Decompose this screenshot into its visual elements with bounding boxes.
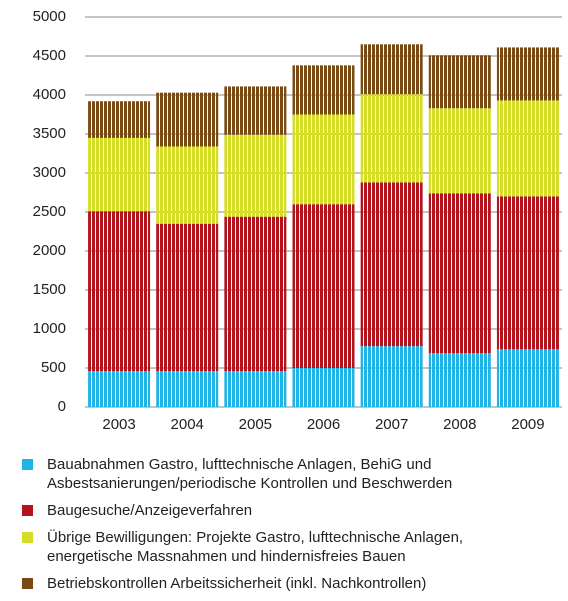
legend-swatch (22, 505, 33, 516)
legend-label: Übrige Bewilligungen: Projekte Gastro, l… (47, 529, 464, 565)
legend-swatch (22, 578, 33, 589)
y-tick-label: 500 (41, 359, 66, 376)
bar-segment (292, 114, 355, 205)
legend-label: Bauabnahmen Gastro, lufttechnische Anlag… (47, 456, 453, 492)
y-tick-label: 1000 (33, 320, 66, 337)
bar-segment (292, 65, 355, 115)
bar-segment (224, 216, 287, 372)
x-tick-label: 2006 (307, 416, 340, 433)
bar-segment (156, 146, 219, 224)
y-tick-label: 2500 (33, 203, 66, 220)
bar-segment (156, 92, 219, 147)
bar-segment (88, 137, 151, 212)
legend-item: Bauabnahmen Gastro, lufttechnische Anlag… (22, 455, 552, 493)
bar-segment (224, 134, 287, 217)
y-tick-label: 3000 (33, 164, 66, 181)
y-tick-label: 2000 (33, 242, 66, 259)
bar-segment (360, 346, 423, 407)
bar-segment (292, 368, 355, 407)
legend-item: Betriebskontrollen Arbeitssicherheit (in… (22, 574, 552, 593)
legend-swatch (22, 459, 33, 470)
bar-segment (428, 193, 491, 354)
y-tick-label: 3500 (33, 125, 66, 142)
bar-segment (88, 211, 151, 372)
legend-item: Übrige Bewilligungen: Projekte Gastro, l… (22, 528, 552, 566)
bar-segment (496, 196, 559, 350)
bar-segment (224, 86, 287, 135)
legend: Bauabnahmen Gastro, lufttechnische Anlag… (22, 455, 552, 601)
chart: 0 500 1000 1500 2000 2500 3000 3500 4000 4500 5000… (33, 8, 562, 433)
bar-segment (360, 44, 423, 95)
bar-segment (292, 204, 355, 368)
x-tick-label: 2008 (443, 416, 476, 433)
y-tick-label: 4000 (33, 86, 66, 103)
bar-segment (360, 182, 423, 347)
x-tick-label: 2005 (239, 416, 272, 433)
bar-segment (88, 371, 151, 407)
y-tick-label: 1500 (33, 281, 66, 298)
bar-segment (496, 100, 559, 197)
bar-segment (496, 349, 559, 407)
x-tick-label: 2009 (511, 416, 544, 433)
bar-segment (360, 94, 423, 183)
legend-swatch (22, 532, 33, 543)
bar-segment (428, 108, 491, 194)
bar-segment (156, 371, 219, 407)
y-tick-label: 5000 (33, 8, 66, 25)
bar-segment (496, 47, 559, 101)
y-tick-label: 4500 (33, 47, 66, 64)
y-tick-label: 0 (58, 398, 66, 415)
legend-label: Betriebskontrollen Arbeitssicherheit (in… (47, 575, 427, 592)
x-tick-label: 2004 (171, 416, 204, 433)
bar-segment (88, 101, 151, 138)
bar-segment (428, 55, 491, 109)
legend-item: Baugesuche/Anzeigeverfahren (22, 501, 552, 520)
bar-segment (224, 371, 287, 407)
x-tick-label: 2003 (102, 416, 135, 433)
x-tick-label: 2007 (375, 416, 408, 433)
bar-segment (428, 353, 491, 407)
bar-segment (156, 223, 219, 372)
legend-label: Baugesuche/Anzeigeverfahren (47, 502, 253, 519)
